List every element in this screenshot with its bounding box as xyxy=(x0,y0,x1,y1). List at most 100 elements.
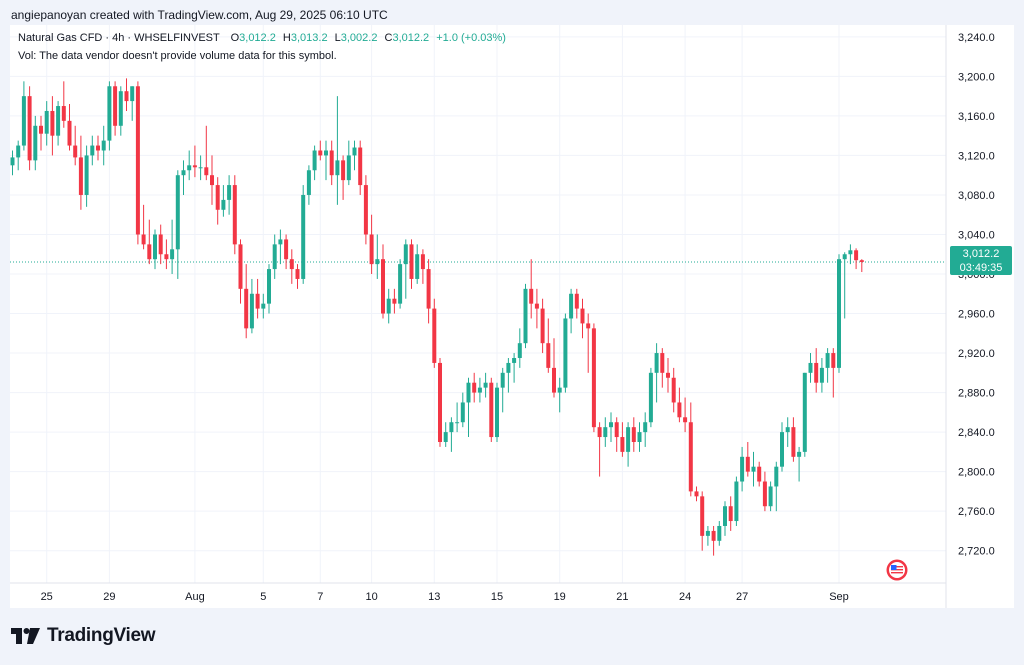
candle-body xyxy=(791,427,796,457)
x-tick-label: 5 xyxy=(260,591,266,603)
candle-body xyxy=(16,145,21,158)
candle-body xyxy=(113,86,118,126)
candlestick-chart[interactable]: 2,720.0 2,760.0 2,800.0 2,840.0 2,880.0 2,920… xyxy=(10,25,1014,608)
y-tick-label: 2,920.0 xyxy=(958,348,995,360)
candle-body xyxy=(153,234,157,260)
candle-body xyxy=(44,110,49,134)
candle-body xyxy=(700,496,705,536)
candle-body xyxy=(495,387,499,438)
candle-body xyxy=(842,254,847,260)
candle-body xyxy=(728,506,733,522)
x-tick-label: 29 xyxy=(103,591,115,603)
candle-body xyxy=(73,145,78,158)
candle-body xyxy=(375,259,380,265)
candle-body xyxy=(244,288,249,329)
last-price-value: 3,012.2 xyxy=(962,248,1000,260)
candle-body xyxy=(284,239,289,260)
y-tick-label: 2,800.0 xyxy=(958,467,995,479)
y-tick-label: 3,080.0 xyxy=(958,190,995,202)
candle-body xyxy=(780,432,784,467)
candle-body xyxy=(711,530,716,541)
open-label: O xyxy=(230,32,240,44)
candle-body xyxy=(352,147,357,156)
candle-body xyxy=(831,353,836,368)
open-value: 3,012.2 xyxy=(239,32,276,44)
candle-body xyxy=(517,343,522,359)
candle-body xyxy=(523,288,528,344)
close-label: C xyxy=(384,32,393,44)
close-value: 3,012.2 xyxy=(392,32,430,44)
candle-body xyxy=(802,372,807,452)
candle-body xyxy=(198,167,203,169)
candle-body xyxy=(10,157,15,166)
candle-body xyxy=(96,145,100,151)
candle-body xyxy=(671,377,676,403)
candle-body xyxy=(232,185,237,245)
candle-body xyxy=(210,175,214,186)
y-tick-label: 2,840.0 xyxy=(958,427,995,439)
candle-body xyxy=(420,254,425,270)
candle-body xyxy=(438,362,442,442)
y-tick-label: 3,120.0 xyxy=(958,150,995,162)
candle-body xyxy=(443,432,448,442)
candle-body xyxy=(614,422,619,438)
candle-body xyxy=(426,269,431,309)
us-flag-icon[interactable] xyxy=(886,559,908,581)
change-value: +1.0 (+0.03%) xyxy=(436,32,506,44)
chart-credit: angiepanoyan created with TradingView.co… xyxy=(11,8,388,22)
candle-body xyxy=(774,466,779,487)
candle-body xyxy=(39,125,43,134)
candle-body xyxy=(455,422,460,424)
candle-body xyxy=(335,160,340,176)
candle-body xyxy=(512,358,517,363)
y-tick-label: 2,720.0 xyxy=(958,546,995,558)
candle-body xyxy=(329,150,334,176)
candle-body xyxy=(255,293,260,309)
x-tick-label: 21 xyxy=(616,591,628,603)
candle-body xyxy=(723,506,727,526)
candle-body xyxy=(158,234,163,255)
candle-body xyxy=(27,96,32,161)
candle-body xyxy=(620,437,625,452)
y-tick-label: 3,040.0 xyxy=(958,229,995,241)
candle-body xyxy=(552,367,556,393)
candle-body xyxy=(398,264,403,304)
candle-body xyxy=(204,167,209,176)
candle-body xyxy=(289,259,294,270)
candle-body xyxy=(67,120,72,146)
symbol-title[interactable]: Natural Gas CFD · 4h · WHSELFINVEST xyxy=(18,32,220,44)
x-tick-label: 13 xyxy=(428,591,440,603)
tradingview-logo[interactable]: TradingView xyxy=(11,625,156,647)
candle-body xyxy=(324,150,328,156)
candle-body xyxy=(21,96,26,146)
candle-body xyxy=(50,110,55,136)
candle-body xyxy=(78,157,83,195)
candle-body xyxy=(238,244,243,289)
candle-body xyxy=(666,372,670,378)
candle-body xyxy=(409,244,414,279)
candle-body xyxy=(278,239,283,245)
candle-body xyxy=(90,145,95,156)
candle-body xyxy=(369,234,374,265)
candle-body xyxy=(306,170,311,195)
x-tick-label: 7 xyxy=(317,591,323,603)
candle-body xyxy=(637,432,642,442)
candle-body xyxy=(688,422,693,492)
candle-body xyxy=(500,372,505,388)
candle-body xyxy=(574,293,579,309)
candle-body xyxy=(506,362,511,373)
candle-body xyxy=(124,91,129,102)
last-price-tag: 3,012.2 03:49:35 xyxy=(950,246,1012,275)
x-tick-label: 10 xyxy=(365,591,377,603)
candle-body xyxy=(346,155,351,181)
candle-body xyxy=(814,362,819,383)
chart-panel[interactable]: 2,720.0 2,760.0 2,800.0 2,840.0 2,880.0 2,920… xyxy=(10,25,1014,608)
candle-body xyxy=(341,160,346,181)
candle-body xyxy=(221,199,226,210)
candle-body xyxy=(56,106,61,136)
candle-body xyxy=(301,194,306,279)
candle-body xyxy=(415,254,420,279)
x-tick-label: 25 xyxy=(41,591,53,603)
candle-body xyxy=(141,234,146,245)
candle-body xyxy=(768,486,773,507)
